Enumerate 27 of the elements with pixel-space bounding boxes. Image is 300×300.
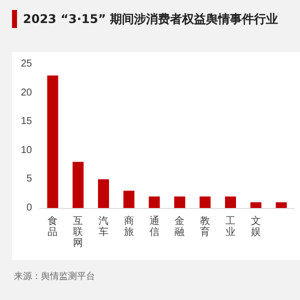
x-tick-label: 商旅 [124,215,134,238]
bar [225,196,236,208]
x-tick-label: 教育 [200,216,210,238]
chart-title: 2023 “3·15” 期间涉消费者权益舆情事件行业 [23,10,278,28]
x-tick-label: 文娱 [250,215,261,238]
y-tick-label: 25 [20,58,32,70]
bar [250,202,262,208]
bar [276,202,287,208]
source-note: 来源：舆情监测平台 [14,270,95,283]
bar [98,179,109,208]
bar [47,76,58,208]
y-tick-label: 20 [20,87,32,98]
y-tick-label: 10 [20,144,32,156]
y-tick-label: 15 [20,116,32,128]
bar [72,162,84,208]
bar [200,196,211,208]
x-tick-label: 互联网 [73,216,84,249]
bar [148,196,160,208]
y-tick-label: 5 [26,174,32,185]
bar [174,196,186,208]
x-tick-label: 工业 [226,216,236,238]
x-tick-label: 金融 [174,215,185,238]
y-tick-label: 0 [26,202,32,214]
x-tick-label: 汽车 [98,215,108,238]
x-tick-label: 通信 [149,215,160,238]
bar [123,190,134,208]
x-tick-label: 食品 [48,215,58,238]
